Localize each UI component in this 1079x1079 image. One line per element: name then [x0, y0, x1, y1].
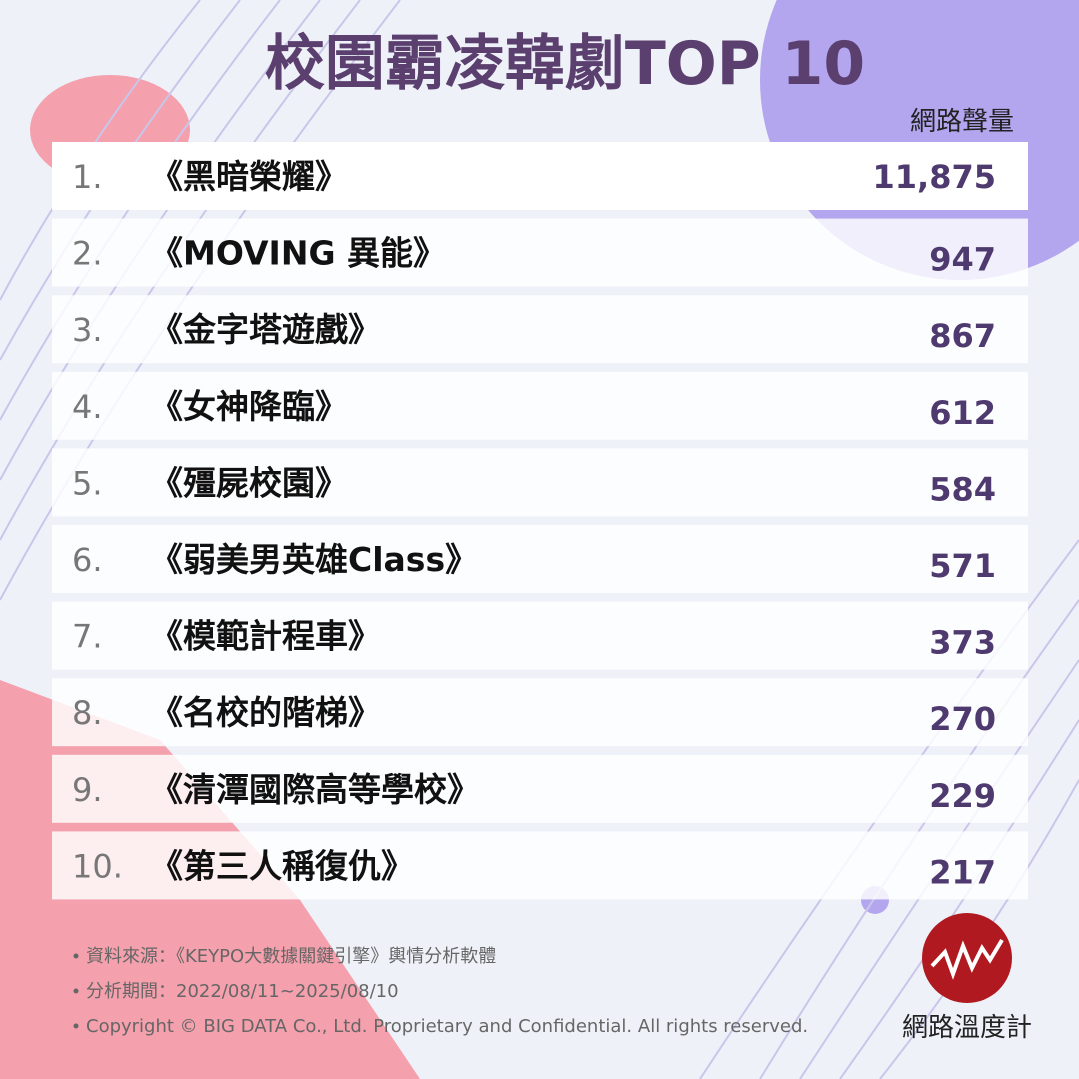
row-band: [52, 831, 1028, 900]
rank: 8.: [72, 694, 103, 732]
volume: 612: [929, 394, 996, 432]
volume: 947: [929, 241, 996, 279]
rank: 6.: [72, 541, 103, 579]
row-band: [52, 371, 1028, 440]
rank: 10.: [72, 847, 123, 885]
note: Copyright © BIG DATA Co., Ltd. Proprieta…: [86, 1016, 808, 1037]
row-band: [52, 218, 1028, 287]
note: 分析期間：2022/08/11~2025/08/10: [86, 981, 399, 1002]
rank: 2.: [72, 235, 103, 273]
value-label: 網路聲量: [910, 107, 1014, 137]
logo: 網路溫度計: [902, 913, 1032, 1043]
bullet: [73, 1023, 79, 1029]
row-band: [52, 525, 1028, 593]
volume: 229: [929, 777, 996, 815]
rank: 5.: [72, 464, 103, 502]
row-band: [52, 142, 1028, 210]
drama-title: 《殭屍校園》: [150, 463, 348, 502]
drama-title: 《弱美男英雄Class》: [150, 540, 478, 579]
row-band: [52, 448, 1028, 517]
volume: 270: [929, 700, 996, 738]
bullet: [73, 953, 79, 959]
drama-title: 《模範計程車》: [150, 617, 381, 656]
drama-title: 《第三人稱復仇》: [150, 846, 414, 885]
drama-title: 《金字塔遊戲》: [150, 310, 381, 349]
drama-title: 《女神降臨》: [150, 387, 348, 426]
title: 校園霸凌韓劇TOP 10: [265, 29, 865, 99]
row-band: [52, 754, 1028, 823]
note: 資料來源：《KEYPO大數據關鍵引擎》輿情分析軟體: [86, 946, 496, 967]
drama-title: 《清潭國際高等學校》: [150, 770, 480, 809]
rank: 9.: [72, 771, 103, 809]
logo-text: 網路溫度計: [902, 1013, 1032, 1043]
volume: 373: [929, 624, 996, 662]
drama-title: 《黑暗榮耀》: [150, 157, 348, 196]
bullet: [73, 988, 79, 994]
footer-notes: 資料來源：《KEYPO大數據關鍵引擎》輿情分析軟體分析期間：2022/08/11…: [73, 946, 808, 1037]
row-band: [52, 601, 1028, 670]
drama-title: 《名校的階梯》: [150, 693, 381, 732]
volume: 584: [929, 470, 996, 508]
drama-title: 《MOVING 異能》: [150, 234, 446, 273]
volume: 571: [929, 547, 996, 585]
row-band: [52, 295, 1028, 364]
ranking-list: 1. 《黑暗榮耀》 11,875 2. 《MOVING 異能》 947 3. 《金字塔遊戲》 8…: [52, 142, 1028, 900]
rank: 7.: [72, 618, 103, 656]
volume: 867: [929, 317, 996, 355]
volume: 217: [929, 853, 996, 891]
rank: 1.: [72, 158, 103, 196]
row-band: [52, 678, 1028, 747]
rank: 3.: [72, 311, 103, 349]
rank: 4.: [72, 388, 103, 426]
volume: 11,875: [873, 158, 996, 196]
